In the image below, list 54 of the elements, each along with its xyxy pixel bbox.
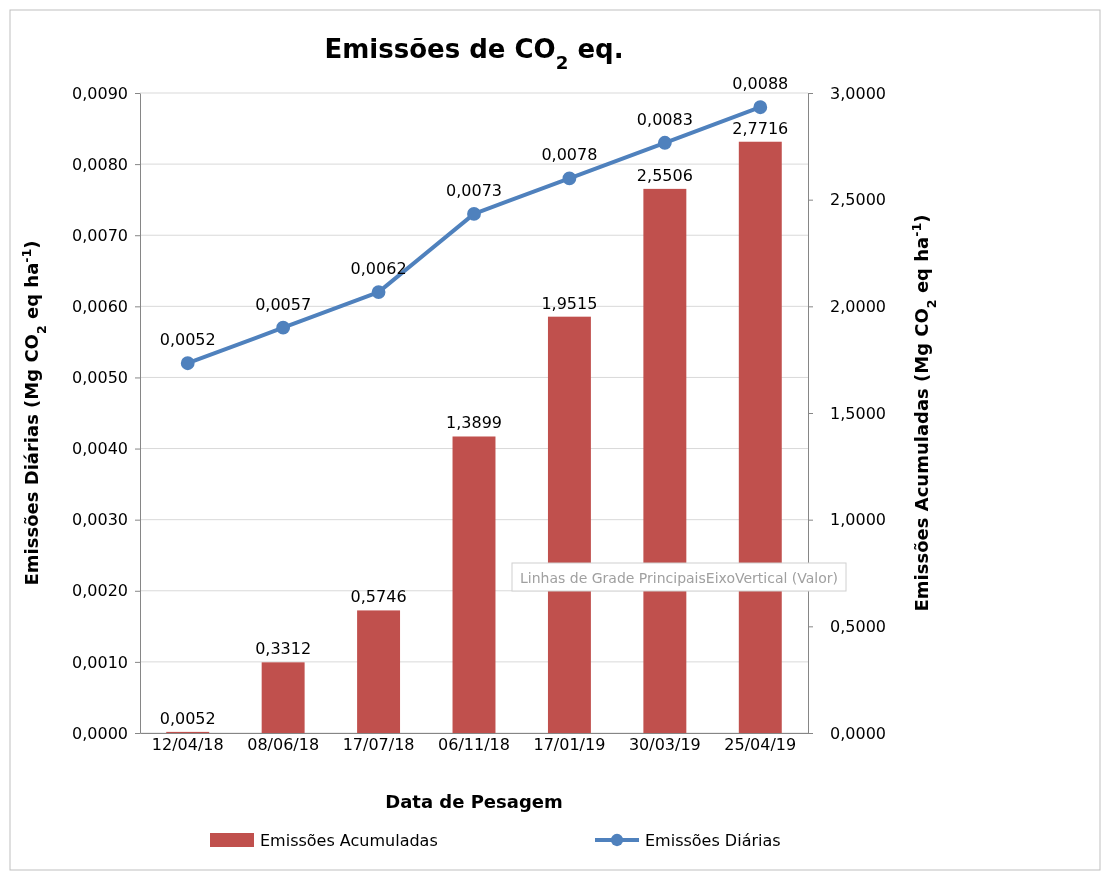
data-label: 0,0073 [446,180,502,200]
y-tick-label: 0,0060 [72,296,128,316]
point [753,100,768,115]
data-label: 1,3899 [446,413,502,433]
y-tick-label: 0,0050 [72,368,128,388]
x-tick-label: 25/04/19 [724,735,797,754]
x-tick-label: 06/11/18 [438,735,510,754]
y2-tick-label: 0,0000 [830,723,886,743]
data-label: 0,0078 [541,145,598,165]
y2-tick-label: 0,5000 [830,616,886,636]
y-tick-label: 0,0080 [72,154,128,174]
point [276,320,291,335]
data-label: 2,7716 [732,118,789,138]
data-label: 0,0088 [732,74,789,94]
y-tick-label: 0,0010 [72,652,128,672]
data-label: 0,0062 [350,259,407,279]
y2-tick-label: 3,0000 [830,83,886,103]
bar [357,610,401,733]
data-label: 2,5506 [636,165,693,185]
point [562,171,577,186]
y-tick-label: 0,0020 [72,581,128,601]
x-tick-label: 30/03/19 [628,735,701,754]
point [657,135,672,150]
x-tick-label: 17/07/18 [342,735,415,754]
y2-tick-label: 2,5000 [830,190,886,210]
annotation: Linhas de Grade PrincipaisEixoVertical (Valor) [520,570,839,586]
point [180,356,195,371]
y2-tick-label: 2,0000 [830,296,886,316]
y-tick-label: 0,0000 [72,723,128,743]
bar [452,436,496,733]
bar [261,662,305,733]
data-label: 0,5746 [350,587,407,607]
chart-title: Emissões de CO$_{2}$ eq. [324,34,624,73]
data-label: 0,0052 [159,708,216,728]
y2-tick-label: 1,5000 [830,403,886,423]
legend-label: Emissões Acumuladas [260,831,438,850]
y-tick-label: 0,0070 [72,225,128,245]
tooltip-box: Linhas de Grade PrincipaisEixoVertical (Valor) [511,562,847,592]
data-label: 0,0052 [159,330,216,350]
x-axis-title: Data de Pesagem [385,791,563,812]
x-tick-label: 17/01/19 [533,735,606,754]
legend-label: Emissões Diárias [645,831,781,850]
data-label: 0,0083 [636,109,693,129]
data-label: 0,3312 [255,639,312,659]
point [371,285,386,300]
point [467,206,481,221]
data-label: 1,9515 [541,293,598,313]
y2-tick-label: 1,0000 [830,510,886,530]
data-label: 0,0057 [255,294,312,314]
x-tick-label: 12/04/18 [151,735,224,754]
x-tick-label: 08/06/18 [247,735,320,754]
y-tick-label: 0,0090 [72,83,128,103]
y-tick-label: 0,0040 [72,439,128,459]
y-tick-label: 0,0030 [72,510,128,530]
